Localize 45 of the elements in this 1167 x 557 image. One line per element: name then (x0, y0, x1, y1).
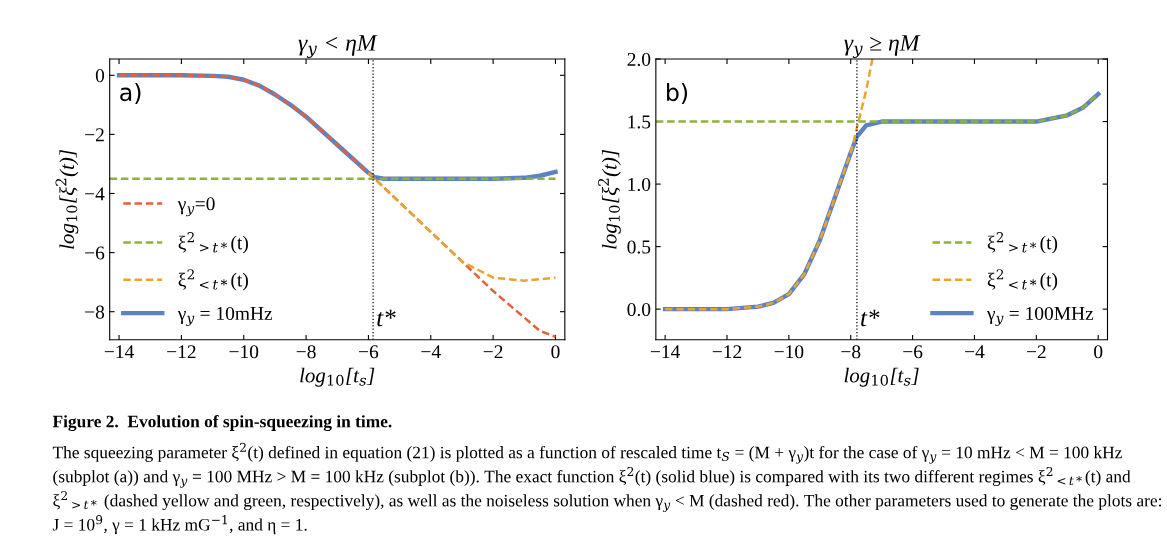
legend-label: ξ$^{2}$$_{>t*}$(t) (178, 232, 248, 254)
y-tick-label: 2.0 (627, 52, 651, 67)
x-tick-label: −10 (229, 345, 259, 359)
x-tick-label: −2 (483, 345, 503, 359)
x-tick-label: −8 (296, 345, 316, 359)
caption: Figure 2. Evolution of spin-squeezing in time. (52, 414, 392, 432)
legend-label: γ$_{y}$ = 10mHz (177, 306, 273, 326)
x-axis-title: log$_{10}$[t$_{s}$] (300, 367, 375, 387)
x-tick-label: −4 (965, 345, 985, 359)
x-tick-label: −12 (712, 345, 742, 359)
legend-label: ξ$^{2}$$_{<t*}$(t) (987, 269, 1058, 291)
x-tick-label: 0 (551, 345, 560, 359)
annotation: b) (667, 82, 688, 104)
x-axis-title: log$_{10}$[t$_{s}$] (844, 367, 919, 387)
x-tick-label: −12 (167, 345, 196, 359)
legend-label: γ$_{y}$ = 100MHz (986, 306, 1094, 326)
y-tick-label: −8 (85, 305, 105, 319)
y-tick-label: 1.5 (628, 115, 651, 129)
y-tick-label: −2 (85, 128, 104, 142)
legend-label: ξ$^{2}$$_{>t*}$(t) (987, 232, 1058, 254)
y-axis-title: log$_{10}$[ξ$^{2}$(t)] (55, 150, 79, 249)
text: The squeezing parameter ξ$^{2}$(t) defined in equation (21) is plotted as a function of rescaled time t$_{S}$ = (M + γ$_{y}$)t for the case of γ$_{y}$ = 10 mHz < M = 100 kHz (subplot (a)) and γ$_{y}$ = 100 MHz > M = 100 kHz (subplot (b)). The exact function ξ$^{2}$(t) (solid blue) is compared with its two different regimes ξ$^{2}$$_{<t*}$(t) and ξ$^{2}$$_{>t*}$ (dashed yellow and green, respectively), as well as the noiseless solution when γ$_{y}$ < M (dashed red). The other parameters used to generate the plots are: J = 10$^{9}$, γ = 1 kHz mG$^{−1}$, and η = 1. (52, 442, 1162, 535)
y-tick-label: 0.0 (627, 302, 651, 317)
x-tick-label: −2 (1026, 345, 1046, 359)
ref-line-label: t* (861, 309, 880, 327)
y-tick-label: 0.5 (627, 240, 651, 254)
legend-label: ξ$^{2}$$_{<t*}$(t) (178, 269, 248, 291)
x-tick-label: −14 (104, 345, 134, 359)
y-tick-label: 0 (95, 69, 105, 83)
x-tick-label: −10 (774, 345, 804, 359)
annotation: a) (120, 82, 141, 104)
x-tick-label: −14 (650, 345, 681, 359)
legend-label: γ$_{y}$=0 (177, 197, 215, 217)
x-tick-label: 0 (1094, 345, 1103, 359)
chart-title: γ$_{y}$ ≥ ηM (844, 35, 921, 58)
y-axis-title: log$_{10}$[ξ$^{2}$(t)] (598, 150, 621, 249)
x-tick-label: −6 (359, 345, 379, 359)
x-tick-label: −4 (421, 345, 441, 359)
x-tick-label: −6 (903, 345, 923, 359)
y-tick-label: −4 (85, 187, 105, 201)
y-tick-label: −6 (85, 246, 105, 260)
chart-title: γ$_{y}$ < ηM (298, 35, 378, 58)
x-tick-label: −8 (841, 345, 861, 359)
y-tick-label: 1.0 (628, 177, 651, 192)
ref-line-label: t* (377, 309, 396, 327)
